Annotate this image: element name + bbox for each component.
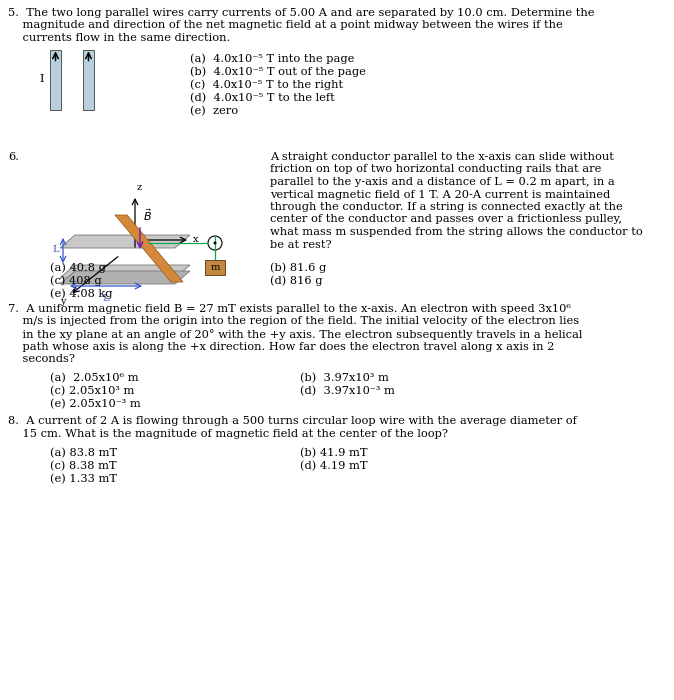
Text: (a) 40.8 g: (a) 40.8 g	[50, 262, 106, 272]
Text: $\vec{B}$: $\vec{B}$	[143, 207, 152, 223]
Text: (e) 1.33 mT: (e) 1.33 mT	[50, 473, 117, 484]
Text: (c) 2.05x10³ m: (c) 2.05x10³ m	[50, 386, 134, 396]
Text: m/s is injected from the origin into the region of the field. The initial veloci: m/s is injected from the origin into the…	[8, 316, 579, 326]
Text: (d) 816 g: (d) 816 g	[270, 275, 322, 286]
Text: (b)  4.0x10⁻⁵ T out of the page: (b) 4.0x10⁻⁵ T out of the page	[190, 66, 366, 77]
Circle shape	[208, 236, 222, 250]
Text: L: L	[102, 294, 109, 303]
Text: through the conductor. If a string is connected exactly at the: through the conductor. If a string is co…	[270, 202, 623, 212]
Text: what mass m suspended from the string allows the conductor to: what mass m suspended from the string al…	[270, 227, 643, 237]
Text: 6.: 6.	[8, 152, 19, 162]
Polygon shape	[60, 265, 190, 278]
Text: (d) 4.19 mT: (d) 4.19 mT	[300, 461, 367, 471]
Text: (b) 81.6 g: (b) 81.6 g	[270, 262, 326, 272]
Text: 15 cm. What is the magnitude of magnetic field at the center of the loop?: 15 cm. What is the magnitude of magnetic…	[8, 429, 448, 439]
Text: (d)  4.0x10⁻⁵ T to the left: (d) 4.0x10⁻⁵ T to the left	[190, 92, 335, 103]
Text: (d)  3.97x10⁻³ m: (d) 3.97x10⁻³ m	[300, 386, 395, 396]
Text: A straight conductor parallel to the x-axis can slide without: A straight conductor parallel to the x-a…	[270, 152, 614, 162]
Polygon shape	[60, 235, 190, 248]
Bar	[50, 50, 61, 109]
Text: (c) 408 g: (c) 408 g	[50, 275, 102, 286]
Text: path whose axis is along the +x direction. How far does the electron travel alon: path whose axis is along the +x directio…	[8, 342, 555, 351]
Text: parallel to the y-axis and a distance of L = 0.2 m apart, in a: parallel to the y-axis and a distance of…	[270, 177, 615, 187]
Text: friction on top of two horizontal conducting rails that are: friction on top of two horizontal conduc…	[270, 164, 601, 174]
Bar	[83, 50, 94, 109]
Bar	[205, 260, 225, 275]
Text: seconds?: seconds?	[8, 354, 75, 364]
Text: 8.  A current of 2 A is flowing through a 500 turns circular loop wire with the : 8. A current of 2 A is flowing through a…	[8, 416, 577, 426]
Text: be at rest?: be at rest?	[270, 239, 332, 249]
Text: (b) 41.9 mT: (b) 41.9 mT	[300, 447, 367, 458]
Text: (e) 4.08 kg: (e) 4.08 kg	[50, 288, 113, 299]
Text: z: z	[137, 183, 142, 192]
Text: center of the conductor and passes over a frictionless pulley,: center of the conductor and passes over …	[270, 214, 622, 225]
Text: 7.  A uniform magnetic field B = 27 mT exists parallel to the x-axis. An electro: 7. A uniform magnetic field B = 27 mT ex…	[8, 304, 571, 314]
Text: currents flow in the same direction.: currents flow in the same direction.	[8, 33, 231, 43]
Text: magnitude and direction of the net magnetic field at a point midway between the : magnitude and direction of the net magne…	[8, 20, 563, 31]
Polygon shape	[60, 271, 190, 284]
Text: (a)  2.05x10⁶ m: (a) 2.05x10⁶ m	[50, 372, 139, 383]
Text: 5.  The two long parallel wires carry currents of 5.00 A and are separated by 10: 5. The two long parallel wires carry cur…	[8, 8, 594, 18]
Text: (e) 2.05x10⁻³ m: (e) 2.05x10⁻³ m	[50, 398, 141, 409]
Text: L: L	[53, 246, 59, 255]
Text: I: I	[40, 74, 44, 85]
Circle shape	[214, 241, 216, 244]
Text: (a)  4.0x10⁻⁵ T into the page: (a) 4.0x10⁻⁵ T into the page	[190, 53, 355, 64]
Polygon shape	[115, 215, 183, 282]
Text: (c)  4.0x10⁻⁵ T to the right: (c) 4.0x10⁻⁵ T to the right	[190, 80, 343, 90]
Text: in the xy plane at an angle of 20° with the +y axis. The electron subsequently t: in the xy plane at an angle of 20° with …	[8, 329, 582, 340]
Text: m: m	[210, 263, 220, 272]
Text: (e)  zero: (e) zero	[190, 106, 238, 116]
Text: (a) 83.8 mT: (a) 83.8 mT	[50, 447, 117, 458]
Text: vertical magnetic field of 1 T. A 20-A current is maintained: vertical magnetic field of 1 T. A 20-A c…	[270, 190, 610, 200]
Text: y: y	[61, 297, 66, 306]
Text: x: x	[193, 235, 199, 244]
Text: (c) 8.38 mT: (c) 8.38 mT	[50, 461, 117, 471]
Text: (b)  3.97x10³ m: (b) 3.97x10³ m	[300, 372, 389, 383]
